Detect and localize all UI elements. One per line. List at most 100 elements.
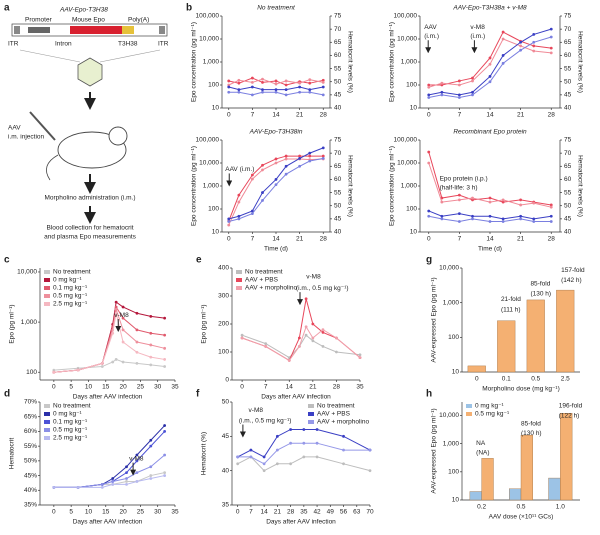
x-tick-label: 14 <box>261 509 269 516</box>
promoter-box <box>28 27 50 33</box>
data-point <box>549 46 553 50</box>
y2-tick-label: 55 <box>334 189 342 196</box>
data-point <box>440 93 444 97</box>
series-line <box>241 298 361 362</box>
data-point <box>321 85 325 89</box>
x-tick-label: 63 <box>353 509 361 516</box>
legend-swatch <box>308 404 314 408</box>
y-tick-label: 1,000 <box>443 440 460 447</box>
series-line <box>53 358 165 371</box>
data-point <box>227 83 231 87</box>
data-point <box>163 333 167 337</box>
data-point <box>308 151 312 155</box>
y-axis-label: Hematocrit (%) <box>201 432 208 475</box>
series-line <box>241 334 361 359</box>
y2-tick-label: 65 <box>564 39 572 46</box>
data-point <box>249 448 253 452</box>
data-point <box>261 199 264 202</box>
data-point <box>457 198 461 202</box>
bar <box>556 289 575 373</box>
data-point <box>236 455 240 459</box>
x-tick-label: 21 <box>309 384 317 391</box>
y-tick-label: 10 <box>410 229 418 236</box>
syringe <box>29 111 56 141</box>
x-tick-label: 10 <box>85 384 93 391</box>
data-point <box>125 471 128 475</box>
y-tick-label: 10,000 <box>199 36 219 43</box>
y-tick-label: 50% <box>24 458 37 465</box>
data-point <box>308 78 312 82</box>
y-tick-label: 10 <box>212 229 220 236</box>
annotation: (i.m., 0.5 mg kg⁻¹) <box>239 417 292 424</box>
data-point <box>488 196 492 200</box>
data-point <box>274 90 278 94</box>
y-axis-label: Epo concentration (pg ml⁻¹) <box>191 146 198 226</box>
y-axis-label: Epo concentration (pg ml⁻¹) <box>389 146 396 226</box>
series-line <box>53 309 165 373</box>
panel-label: c <box>4 255 10 266</box>
annotation: (half-life: 3 h) <box>440 185 478 192</box>
annotation: (i.m., 0.5 mg kg⁻¹) <box>296 285 349 292</box>
data-point <box>308 90 312 94</box>
legend-label: AAV + morpholino <box>245 285 297 292</box>
data-point <box>163 346 167 350</box>
legend-label: No treatment <box>53 403 91 410</box>
series-line <box>428 28 552 96</box>
annotation: 196-fold <box>559 403 583 410</box>
legend-label: 0.5 mg kg⁻¹ <box>53 427 88 434</box>
y-tick-label: 45% <box>24 472 37 479</box>
annotation: AAV (i.m.) <box>225 166 254 173</box>
data-point <box>250 80 254 84</box>
x-tick-label: 0 <box>227 112 231 119</box>
data-point <box>250 209 254 213</box>
x-axis-label: Days after AAV infection <box>261 394 331 401</box>
data-point <box>237 193 241 197</box>
data-point <box>427 161 431 165</box>
y2-tick-label: 60 <box>334 176 342 183</box>
data-point <box>227 79 231 83</box>
y2-tick-label: 60 <box>334 52 342 59</box>
data-point <box>289 441 293 445</box>
annotation: (130 h) <box>530 291 551 298</box>
y-tick-label: 400 <box>218 265 229 272</box>
x-axis-label: Days after AAV infection <box>266 519 336 526</box>
data-point <box>149 343 153 347</box>
y2-tick-label: 60 <box>564 176 572 183</box>
data-point <box>163 365 167 368</box>
data-point <box>149 438 153 442</box>
y-tick-label: 10 <box>212 105 220 112</box>
data-point <box>457 79 461 83</box>
data-point <box>261 163 264 167</box>
data-point <box>308 88 312 91</box>
data-point <box>532 49 536 53</box>
x-tick-label: 7 <box>458 236 462 243</box>
data-point <box>149 355 153 359</box>
data-point <box>427 150 431 154</box>
annotation: v-M8 <box>129 455 144 462</box>
data-point <box>121 328 125 332</box>
y-tick-label: 100,000 <box>394 13 418 20</box>
data-point <box>549 35 553 39</box>
x-tick-label: 5 <box>69 384 73 391</box>
data-point <box>311 322 315 326</box>
y2-tick-label: 75 <box>334 137 342 144</box>
series-line <box>237 456 371 472</box>
bar <box>548 477 561 501</box>
data-point <box>135 350 139 354</box>
data-point <box>519 48 523 52</box>
data-point <box>358 356 362 359</box>
data-point <box>284 79 288 83</box>
y-tick-label: 1,000 <box>203 59 220 66</box>
x-tick-label: 14 <box>272 236 280 243</box>
data-point <box>298 164 302 168</box>
data-point <box>335 350 338 354</box>
data-point <box>471 79 474 83</box>
y-tick-label: 45 <box>222 433 230 440</box>
y-tick-label: 10 <box>452 497 460 504</box>
y2-axis-label: Hematocrit levels (%) <box>346 31 353 93</box>
data-point <box>440 214 444 218</box>
y2-axis-label: Hematocrit levels (%) <box>576 155 583 217</box>
x-tick-label: 21 <box>274 509 282 516</box>
y-axis-label: Epo (pg ml⁻¹) <box>9 304 16 343</box>
data-point <box>308 81 312 85</box>
